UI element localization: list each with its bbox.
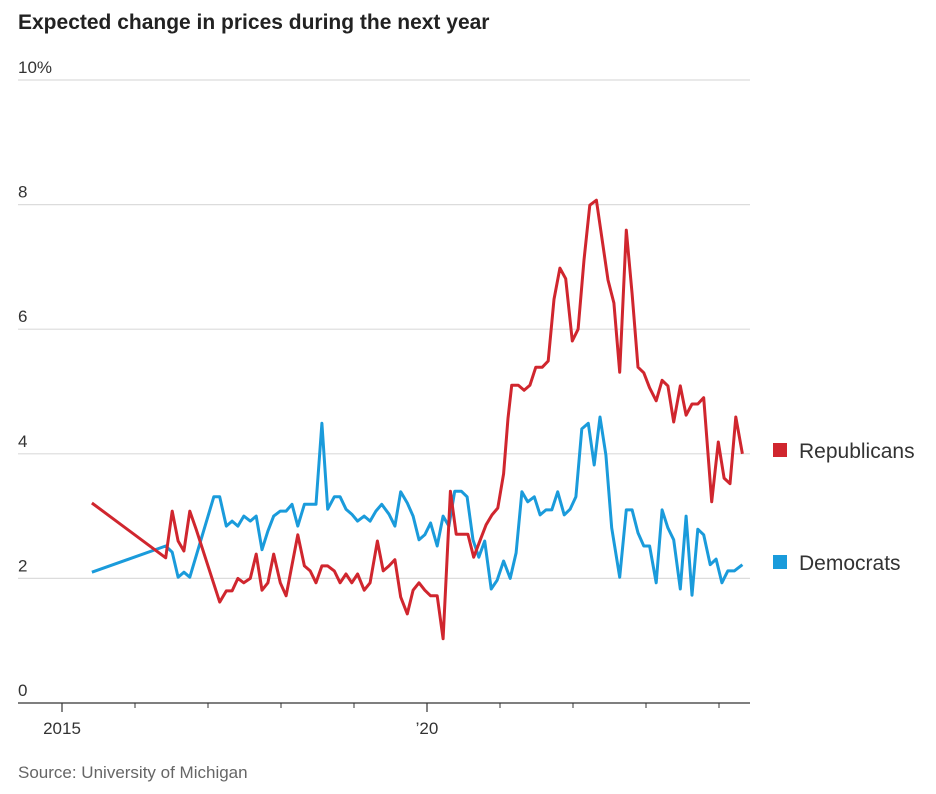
legend: Republicans Democrats xyxy=(773,440,915,575)
y-tick-label: 10% xyxy=(18,58,52,77)
x-tick-label: ’20 xyxy=(416,719,439,738)
series-line-democrats xyxy=(91,415,744,597)
chart-title: Expected change in prices during the nex… xyxy=(18,11,489,34)
legend-label-democrats: Democrats xyxy=(799,552,901,575)
y-tick-label: 6 xyxy=(18,307,27,326)
legend-swatch-democrats xyxy=(773,555,787,569)
legend-label-republicans: Republicans xyxy=(799,440,915,463)
x-tick-label: 2015 xyxy=(43,719,81,738)
y-tick-label: 0 xyxy=(18,681,27,700)
y-tick-label: 8 xyxy=(18,183,27,202)
y-tick-label: 2 xyxy=(18,556,27,575)
source-note: Source: University of Michigan xyxy=(18,763,248,782)
y-tick-label: 4 xyxy=(18,432,27,451)
series-lines xyxy=(91,198,744,641)
series-line-republicans xyxy=(91,198,744,641)
gridlines xyxy=(18,79,750,580)
legend-swatch-republicans xyxy=(773,443,787,457)
x-axis-ticks: 2015 ’20 xyxy=(43,703,720,738)
y-axis-labels: 0 2 4 6 8 10% xyxy=(18,58,52,700)
